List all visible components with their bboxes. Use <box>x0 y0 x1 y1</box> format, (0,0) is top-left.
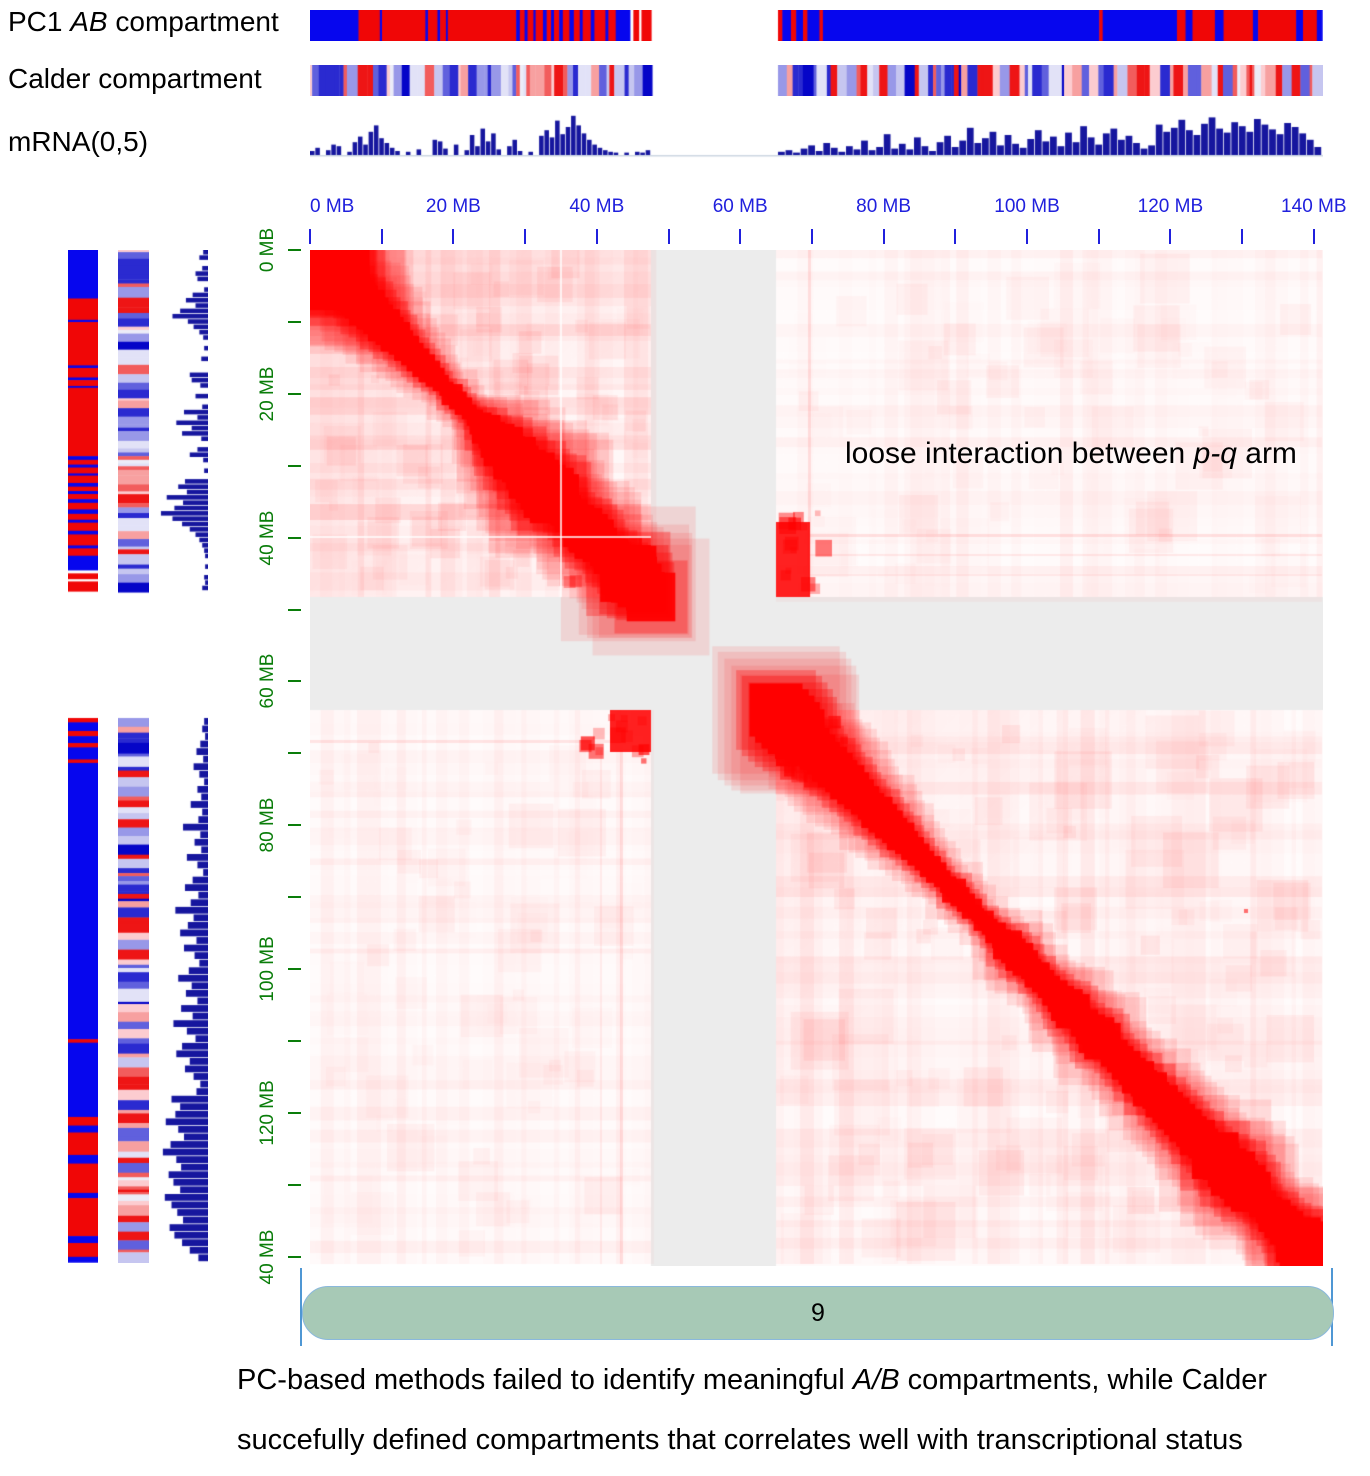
left-axis-label: 20 MB <box>257 366 278 422</box>
hic-contact-matrix <box>310 250 1323 1266</box>
top-axis-tick <box>309 229 311 244</box>
top-axis-tick <box>882 229 885 244</box>
left-axis-tick <box>288 1183 301 1186</box>
top-axis-label: 40 MB <box>569 196 625 217</box>
top-axis-label: 20 MB <box>425 196 481 217</box>
top-axis-label: 140 MB <box>1281 196 1347 217</box>
top-axis-tick <box>524 229 527 244</box>
left-axis-tick <box>288 464 301 467</box>
left-axis-tick <box>288 752 301 755</box>
top-axis-tick <box>380 229 383 244</box>
left-axis-tick <box>288 680 301 683</box>
top-axis-label: 120 MB <box>1137 196 1204 217</box>
left-axis-tick <box>288 1111 301 1114</box>
text-part: A/B <box>852 1364 900 1396</box>
mrna-signal-track-left <box>155 250 208 1263</box>
top-axis-tick <box>739 229 742 244</box>
pc1-compartment-track-left <box>68 250 98 1263</box>
top-axis-tick <box>595 229 598 244</box>
left-axis-tick <box>288 392 301 395</box>
left-axis-tick <box>288 320 301 323</box>
left-axis-tick <box>288 1039 301 1042</box>
mrna-track-label: mRNA(0,5) <box>8 126 149 157</box>
top-axis-tick <box>1026 229 1028 244</box>
top-axis-label: 60 MB <box>712 196 768 217</box>
left-axis-tick <box>288 1255 301 1258</box>
mrna-signal-track-top <box>310 112 1323 158</box>
text-part: arm <box>1236 437 1297 470</box>
text-part: p-q <box>1193 437 1237 470</box>
text-part: compartments, while Calder <box>899 1364 1268 1396</box>
left-axis-tick <box>288 824 301 827</box>
left-axis-tick <box>288 968 301 970</box>
top-axis-tick <box>1241 229 1244 244</box>
top-axis-tick <box>1169 229 1172 244</box>
caption-line-1: PC-based methods failed to identify mean… <box>237 1364 1267 1397</box>
left-axis-tick <box>288 536 301 539</box>
left-axis-label: 60 MB <box>257 653 278 709</box>
text-part: PC-based methods failed to identify mean… <box>237 1364 853 1396</box>
left-axis-label: 80 MB <box>257 797 278 853</box>
left-axis-label: 120 MB <box>257 1080 278 1146</box>
left-axis-label: 40 MB <box>257 1229 278 1285</box>
calder-compartment-track-top <box>310 65 1323 96</box>
left-axis-tick <box>288 608 301 611</box>
left-axis-label: 0 MB <box>257 227 278 273</box>
top-axis-label: 0 MB <box>310 196 355 217</box>
top-axis-tick <box>810 229 813 244</box>
text-part: PC1 <box>8 6 71 37</box>
left-axis-tick <box>288 896 301 899</box>
calder-track-label: Calder compartment <box>8 63 262 94</box>
calder-compartment-track-left <box>118 250 149 1263</box>
chromosome-label: 9 <box>811 1299 825 1327</box>
top-axis-tick <box>667 229 670 244</box>
left-axis-label: 100 MB <box>257 936 278 1002</box>
top-axis-label: 80 MB <box>856 196 912 217</box>
pc1-track-label: PC1 AB compartment <box>8 6 279 38</box>
pc1-compartment-track-top <box>310 10 1323 41</box>
text-part: compartment <box>107 6 279 37</box>
text-part: loose interaction between <box>845 437 1194 470</box>
top-axis-tick <box>1312 229 1315 244</box>
selection-bracket-left <box>300 1268 302 1346</box>
top-axis-tick <box>954 229 957 244</box>
top-axis-tick <box>1097 229 1100 244</box>
caption-line-2: succefully defined compartments that cor… <box>237 1424 1243 1456</box>
pq-interaction-annotation: loose interaction between p-q arm <box>845 437 1297 471</box>
left-axis-label: 40 MB <box>257 510 278 566</box>
top-axis-tick <box>452 229 455 244</box>
text-part: AB <box>70 6 108 37</box>
left-axis-tick <box>288 249 301 251</box>
top-axis-label: 100 MB <box>994 196 1060 217</box>
chromosome-ideogram: 9 <box>302 1286 1334 1340</box>
